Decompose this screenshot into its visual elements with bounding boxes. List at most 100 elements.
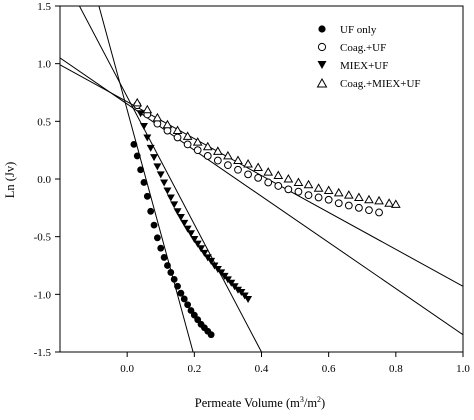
- data-point: [157, 244, 165, 252]
- legend-label: Coag.+MIEX+UF: [340, 78, 421, 90]
- x-tick-label: 0.8: [389, 363, 403, 375]
- data-point: [140, 179, 148, 186]
- fit-line: [60, 57, 463, 336]
- data-point: [156, 171, 165, 179]
- y-tick-label: 1.5: [37, 1, 51, 13]
- data-point: [323, 185, 334, 195]
- legend-label: MIEX+UF: [340, 60, 388, 72]
- x-tick-label: 1.0: [456, 363, 470, 375]
- data-point: [202, 141, 213, 151]
- data-point: [163, 187, 172, 195]
- data-point: [186, 230, 195, 238]
- data-point: [283, 173, 294, 183]
- data-point: [170, 201, 179, 209]
- data-point: [193, 146, 202, 155]
- legend-item-uf-only: UF only: [318, 24, 377, 36]
- x-tick-label: 0.0: [120, 363, 134, 375]
- data-point: [167, 269, 175, 276]
- data-point: [162, 119, 173, 129]
- data-point: [137, 166, 145, 174]
- data-point: [344, 201, 353, 210]
- data-point: [177, 289, 185, 297]
- data-point: [244, 295, 253, 303]
- y-axis: -1.5 -1.0 -0.5 0.0 0.5 1.0 1.5: [34, 1, 60, 359]
- data-point: [182, 131, 193, 140]
- data-point: [180, 295, 188, 303]
- data-point: [180, 219, 189, 227]
- data-point: [354, 203, 363, 212]
- data-point: [173, 133, 182, 142]
- legend-item-coag-miex-uf: Coag.+MIEX+UF: [316, 77, 421, 90]
- data-point: [375, 208, 383, 217]
- data-point: [193, 240, 202, 248]
- data-point: [130, 141, 138, 148]
- data-point: [164, 262, 171, 269]
- legend-marker-open-triangle-up: [316, 77, 328, 88]
- data-point: [274, 182, 283, 190]
- data-point: [233, 286, 242, 294]
- data-point: [197, 245, 206, 253]
- data-point: [354, 192, 364, 201]
- data-point: [223, 150, 233, 160]
- data-point: [293, 177, 304, 186]
- data-point: [143, 192, 151, 200]
- data-point: [364, 194, 374, 204]
- x-axis-title-sup: 3: [300, 395, 304, 404]
- x-tick-label: 0.2: [187, 363, 201, 375]
- fit-line: [98, 6, 194, 352]
- data-points: [130, 97, 401, 339]
- data-point: [139, 122, 148, 130]
- data-point: [203, 152, 212, 160]
- data-point: [160, 179, 169, 187]
- data-point: [224, 161, 232, 170]
- data-point: [192, 137, 203, 146]
- data-point: [150, 221, 158, 229]
- data-point: [273, 170, 284, 180]
- data-point: [172, 125, 183, 135]
- data-point: [233, 155, 243, 165]
- data-point: [384, 198, 394, 207]
- data-point: [153, 234, 161, 242]
- x-axis-title-text: ): [321, 396, 325, 410]
- data-point: [374, 195, 384, 205]
- data-point: [333, 187, 344, 197]
- data-point: [133, 152, 141, 160]
- data-point: [284, 185, 293, 194]
- x-axis-title: Permeate Volume (m3/m2): [195, 395, 325, 410]
- data-point: [294, 187, 303, 196]
- data-point: [160, 254, 168, 261]
- data-point: [334, 199, 343, 208]
- data-point: [212, 146, 223, 155]
- data-point: [263, 167, 274, 176]
- data-point: [152, 112, 163, 122]
- data-point: [146, 144, 155, 152]
- y-tick-label: 0.5: [37, 116, 51, 128]
- data-point: [132, 97, 143, 107]
- x-axis-title-text: /m: [304, 396, 317, 410]
- x-axis-title-sup: 2: [317, 395, 321, 404]
- data-point: [190, 235, 199, 243]
- data-point: [143, 134, 152, 142]
- data-point: [147, 207, 155, 215]
- data-point: [390, 199, 401, 208]
- data-point: [213, 156, 222, 165]
- y-axis-title: Ln (Jv): [3, 162, 17, 198]
- data-point: [314, 193, 323, 202]
- data-point: [183, 225, 192, 233]
- x-tick-label: 0.6: [322, 363, 336, 375]
- data-point: [244, 170, 252, 179]
- legend-item-coag-uf: Coag.+UF: [317, 42, 386, 54]
- data-point: [253, 162, 264, 171]
- data-point: [365, 206, 373, 215]
- data-point: [243, 158, 253, 168]
- y-tick-label: 0.0: [37, 174, 51, 186]
- data-point: [264, 178, 273, 187]
- y-tick-label: 1.0: [37, 59, 51, 71]
- data-point: [174, 282, 181, 290]
- data-point: [150, 154, 159, 162]
- legend-item-miex-uf: MIEX+UF: [317, 60, 388, 72]
- data-point: [142, 104, 153, 114]
- fit-line: [78, 6, 262, 352]
